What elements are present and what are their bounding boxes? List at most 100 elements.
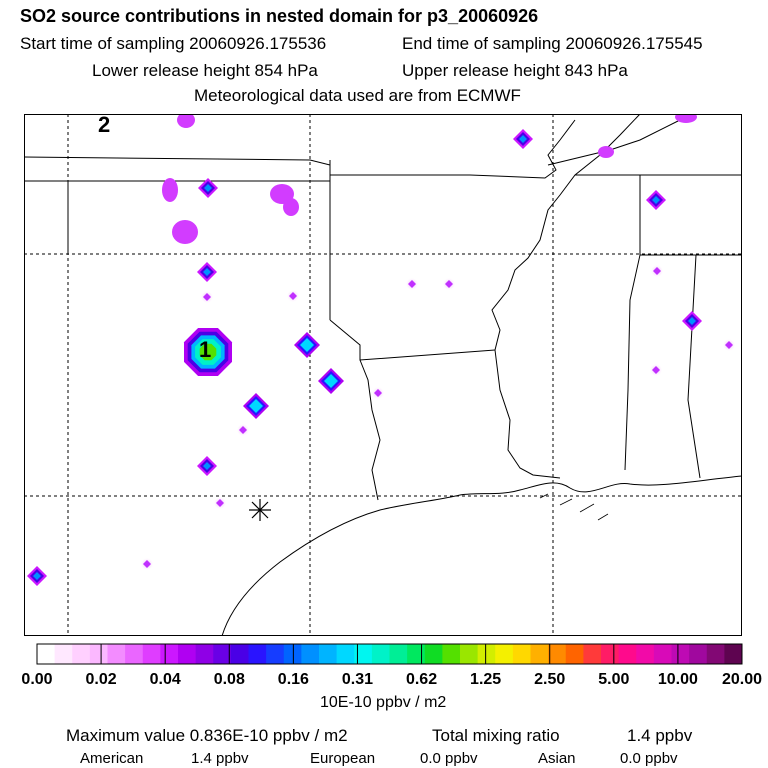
source-p-marker [650, 364, 662, 376]
lat-lon-grid [24, 114, 742, 636]
color-scale-tick-label: 0.08 [213, 671, 245, 688]
source-l-marker [443, 278, 455, 290]
map-background [24, 114, 742, 636]
upper-release-label: Upper release height 843 hPa [402, 61, 628, 80]
color-scale-cell [724, 644, 743, 664]
color-scale-bar [36, 643, 743, 665]
color-scale-cell [424, 644, 443, 664]
source-s-marker [141, 558, 153, 570]
source-e-marker [682, 311, 702, 331]
color-scale-tick-label: 0.62 [405, 671, 438, 688]
color-scale-units: 10E-10 ppbv / m2 [320, 694, 447, 711]
color-scale-tick-label: 10.00 [657, 671, 698, 688]
source-a-marker [294, 332, 320, 358]
asian-label: Asian [538, 750, 576, 767]
gulf-islands [539, 493, 609, 521]
color-scale-cell [213, 644, 232, 664]
source-j-marker [198, 178, 218, 198]
source-m-marker [372, 387, 384, 399]
color-scale-cell [601, 644, 620, 664]
color-scale-cell [107, 644, 126, 664]
color-scale-cell [178, 644, 197, 664]
american-value: 1.4 ppbv [191, 750, 249, 767]
source-label-1: 1 [199, 337, 211, 362]
color-scale-cell [230, 644, 249, 664]
color-scale-cell [512, 644, 531, 664]
color-scale-cell [301, 644, 320, 664]
color-scale-cell [548, 644, 567, 664]
state-borders [24, 114, 742, 501]
source-t-marker [651, 265, 663, 277]
map-frame [24, 114, 742, 636]
color-scale-cell [618, 644, 637, 664]
color-scale-tick-label: 2.50 [534, 671, 566, 688]
source-label-2: 2 [98, 114, 110, 137]
american-label: American [80, 750, 144, 767]
source-c-marker [243, 393, 269, 419]
source-r-marker [214, 497, 226, 509]
color-scale-tick-label: 0.04 [149, 671, 181, 688]
map-title: SO2 source contributions in nested domai… [20, 6, 539, 26]
color-scale-tick-label: 0.31 [341, 671, 374, 688]
color-scale-cell [160, 644, 179, 664]
source-markers [27, 129, 735, 586]
color-scale-cell [407, 644, 426, 664]
color-scale-cell [336, 644, 355, 664]
color-scale-cell [653, 644, 672, 664]
source-q-marker [237, 424, 249, 436]
color-scale-cell [460, 644, 479, 664]
color-scale-tick-label: 1.25 [470, 671, 502, 688]
color-scale-cell [54, 644, 73, 664]
color-scale-cell [248, 644, 267, 664]
source-k-marker [406, 278, 418, 290]
color-scale-cell [495, 644, 514, 664]
source-u-marker [723, 339, 735, 351]
met-data-label: Meteorological data used are from ECMWF [194, 86, 521, 105]
source-n-marker [287, 290, 299, 302]
european-value: 0.0 ppbv [420, 750, 478, 767]
maximum-value-label: Maximum value 0.836E-10 ppbv / m2 [66, 726, 348, 745]
color-scale-tick-label: 0.02 [85, 671, 117, 688]
main-source-marker [184, 328, 232, 376]
color-scale-cell [636, 644, 655, 664]
end-time-label: End time of sampling 20060926.175545 [402, 34, 703, 53]
color-scale-cell [89, 644, 108, 664]
source-d-marker [197, 262, 217, 282]
color-scale-tick-label: 0.16 [277, 671, 309, 688]
color-scale-cell [195, 644, 214, 664]
color-scale-cell [283, 644, 302, 664]
source-h-marker [513, 129, 533, 149]
lower-release-label: Lower release height 854 hPa [92, 61, 318, 80]
color-scale-cell [442, 644, 461, 664]
color-scale-cell [583, 644, 602, 664]
source-f-marker [27, 566, 47, 586]
color-scale-cell [389, 644, 408, 664]
map-panel: 1 2 [24, 114, 742, 636]
source-b-marker [318, 368, 344, 394]
color-scale-frame [36, 643, 743, 665]
color-scale-cell [530, 644, 549, 664]
start-time-label: Start time of sampling 20060926.175536 [20, 34, 327, 53]
source-i-marker [646, 190, 666, 210]
color-scale-cell [319, 644, 338, 664]
color-scale-cell [371, 644, 390, 664]
color-scale-cell [689, 644, 708, 664]
color-scale-cell [565, 644, 584, 664]
color-scale-cell [125, 644, 144, 664]
color-scale-cell [266, 644, 285, 664]
color-scale-cell [706, 644, 725, 664]
asian-value: 0.0 ppbv [620, 750, 678, 767]
color-scale-cell [671, 644, 690, 664]
total-mixing-label: Total mixing ratio [432, 726, 560, 745]
color-scale-cell [354, 644, 373, 664]
color-scale-cell [72, 644, 91, 664]
plume-smudges [162, 114, 697, 244]
release-point-star [249, 499, 271, 521]
gulf-coastline [221, 475, 742, 636]
source-g-marker [197, 456, 217, 476]
total-mixing-value: 1.4 ppbv [627, 726, 693, 745]
european-label: European [310, 750, 376, 767]
color-scale-cell [142, 644, 161, 664]
color-scale-tick-label: 5.00 [598, 671, 630, 688]
color-scale-tick-label: 0.00 [21, 671, 53, 688]
